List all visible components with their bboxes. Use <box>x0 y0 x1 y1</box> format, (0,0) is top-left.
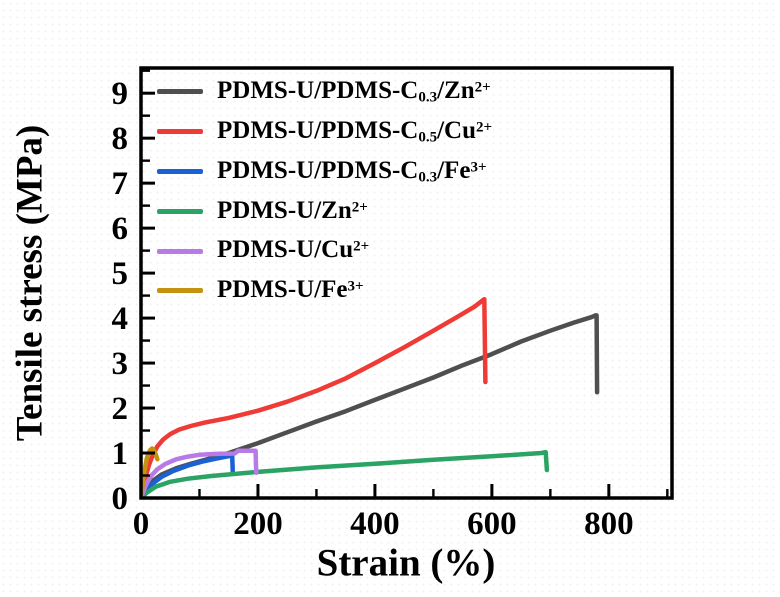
y-tick-label: 2 <box>112 391 129 427</box>
legend-label-mid: /Fe <box>437 156 471 184</box>
y-tick-label: 5 <box>112 256 129 292</box>
legend-label-sup: 2+ <box>476 119 493 136</box>
legend-label: PDMS-U/PDMS-C0.3/Fe3+ <box>217 158 487 185</box>
legend-label-sup: 3+ <box>347 278 364 295</box>
y-tick-label: 3 <box>112 346 129 382</box>
legend-item-3: PDMS-U/Zn2+ <box>157 191 492 231</box>
legend-label-sup: 2+ <box>351 199 368 216</box>
legend-label: PDMS-U/Cu2+ <box>217 237 369 264</box>
legend-label-mid: /Zn <box>437 77 475 105</box>
legend-label: PDMS-U/Zn2+ <box>217 198 368 225</box>
legend-item-5: PDMS-U/Fe3+ <box>157 271 492 311</box>
x-tick-label: 400 <box>350 506 400 542</box>
y-tick-label: 9 <box>112 76 129 112</box>
legend-label-pre: PDMS-U/Cu <box>217 236 354 264</box>
legend-label-sup: 2+ <box>474 79 491 96</box>
legend-item-0: PDMS-U/PDMS-C0.3/Zn2+ <box>157 72 492 112</box>
ticks-group <box>139 69 669 500</box>
legend-label-mid: /Cu <box>437 117 477 145</box>
curve-0 <box>141 313 600 498</box>
legend-label-sup: 3+ <box>470 159 487 176</box>
x-tick-label: 0 <box>133 506 150 542</box>
curve-2 <box>141 453 236 498</box>
x-axis-title: Strain (%) <box>316 541 496 585</box>
legend-line-swatch <box>157 248 203 254</box>
legend-item-4: PDMS-U/Cu2+ <box>157 231 492 271</box>
legend-label-pre: PDMS-U/Zn <box>217 196 352 224</box>
legend-label-sub: 0.5 <box>418 129 438 146</box>
y-tick-label: 1 <box>112 436 129 472</box>
y-tick-label: 6 <box>112 211 129 247</box>
curves-group <box>141 296 600 498</box>
curve-3 <box>141 449 550 498</box>
legend-label-pre: PDMS-U/PDMS-C <box>217 77 419 105</box>
legend-line-swatch <box>157 288 203 294</box>
legend-label-pre: PDMS-U/Fe <box>217 276 348 304</box>
legend-line-swatch <box>157 129 203 135</box>
y-tick-label: 0 <box>112 481 129 517</box>
legend-line-swatch <box>157 168 203 174</box>
y-tick-label: 4 <box>112 301 129 337</box>
legend-label-sub: 0.3 <box>418 89 438 106</box>
legend-label: PDMS-U/PDMS-C0.5/Cu2+ <box>217 118 492 145</box>
legend-label-pre: PDMS-U/PDMS-C <box>217 156 419 184</box>
legend-label: PDMS-U/Fe3+ <box>217 277 364 304</box>
y-axis-title: Tensile stress (MPa) <box>9 124 51 442</box>
legend-line-swatch <box>157 208 203 214</box>
curve-4 <box>141 448 259 498</box>
legend-label-sub: 0.3 <box>418 169 438 186</box>
curve-1 <box>141 296 488 498</box>
legend: PDMS-U/PDMS-C0.3/Zn2+ PDMS-U/PDMS-C0.5/Cu… <box>157 72 492 311</box>
x-tick-label: 800 <box>584 506 634 542</box>
x-tick-label: 200 <box>233 506 283 542</box>
legend-label-pre: PDMS-U/PDMS-C <box>217 117 419 145</box>
y-tick-label: 7 <box>112 166 129 202</box>
legend-item-2: PDMS-U/PDMS-C0.3/Fe3+ <box>157 152 492 192</box>
y-tick-label: 8 <box>112 121 129 157</box>
legend-label-sup: 2+ <box>353 239 370 256</box>
legend-line-swatch <box>157 89 203 95</box>
plot-frame <box>139 66 674 500</box>
x-tick-label: 600 <box>467 506 517 542</box>
legend-item-1: PDMS-U/PDMS-C0.5/Cu2+ <box>157 112 492 152</box>
legend-label: PDMS-U/PDMS-C0.3/Zn2+ <box>217 78 491 105</box>
